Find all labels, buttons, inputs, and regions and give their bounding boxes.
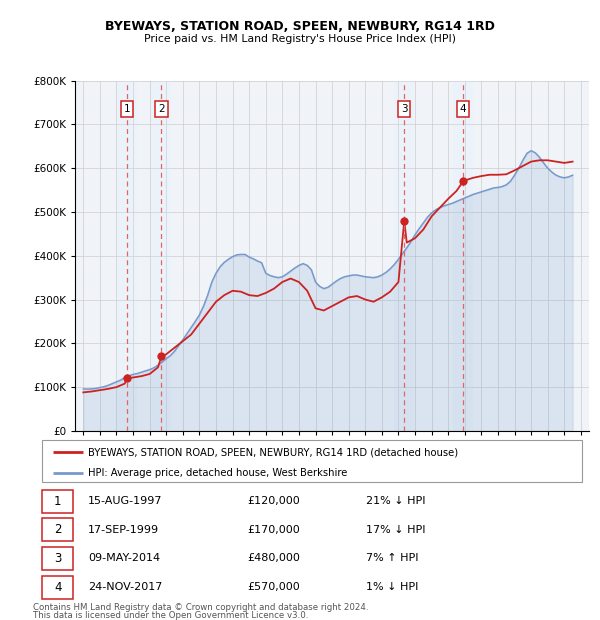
FancyBboxPatch shape [42, 440, 582, 482]
Text: 09-MAY-2014: 09-MAY-2014 [88, 554, 160, 564]
Text: £120,000: £120,000 [247, 496, 300, 506]
Text: £170,000: £170,000 [247, 525, 300, 534]
Text: 17% ↓ HPI: 17% ↓ HPI [366, 525, 425, 534]
Text: 2: 2 [158, 104, 165, 114]
Text: 3: 3 [401, 104, 407, 114]
Bar [394, 81, 414, 431]
Text: £480,000: £480,000 [247, 554, 300, 564]
Text: 17-SEP-1999: 17-SEP-1999 [88, 525, 159, 534]
Text: 3: 3 [54, 552, 61, 565]
Bar [151, 81, 172, 431]
Bar [453, 81, 473, 431]
Text: 1: 1 [54, 495, 61, 508]
Text: 4: 4 [460, 104, 466, 114]
Text: 2: 2 [54, 523, 61, 536]
Text: 15-AUG-1997: 15-AUG-1997 [88, 496, 163, 506]
Text: 1: 1 [124, 104, 130, 114]
Text: 24-NOV-2017: 24-NOV-2017 [88, 582, 162, 592]
FancyBboxPatch shape [42, 547, 73, 570]
Text: BYEWAYS, STATION ROAD, SPEEN, NEWBURY, RG14 1RD: BYEWAYS, STATION ROAD, SPEEN, NEWBURY, R… [105, 20, 495, 33]
Text: £570,000: £570,000 [247, 582, 300, 592]
FancyBboxPatch shape [42, 575, 73, 598]
FancyBboxPatch shape [42, 518, 73, 541]
Text: 7% ↑ HPI: 7% ↑ HPI [366, 554, 419, 564]
Bar [117, 81, 137, 431]
Text: 21% ↓ HPI: 21% ↓ HPI [366, 496, 425, 506]
Text: BYEWAYS, STATION ROAD, SPEEN, NEWBURY, RG14 1RD (detached house): BYEWAYS, STATION ROAD, SPEEN, NEWBURY, R… [88, 447, 458, 457]
FancyBboxPatch shape [42, 490, 73, 513]
Text: Contains HM Land Registry data © Crown copyright and database right 2024.: Contains HM Land Registry data © Crown c… [33, 603, 368, 612]
Text: Price paid vs. HM Land Registry's House Price Index (HPI): Price paid vs. HM Land Registry's House … [144, 34, 456, 44]
Text: 1% ↓ HPI: 1% ↓ HPI [366, 582, 418, 592]
Text: 4: 4 [54, 580, 61, 593]
Text: This data is licensed under the Open Government Licence v3.0.: This data is licensed under the Open Gov… [33, 611, 308, 620]
Text: HPI: Average price, detached house, West Berkshire: HPI: Average price, detached house, West… [88, 468, 347, 478]
